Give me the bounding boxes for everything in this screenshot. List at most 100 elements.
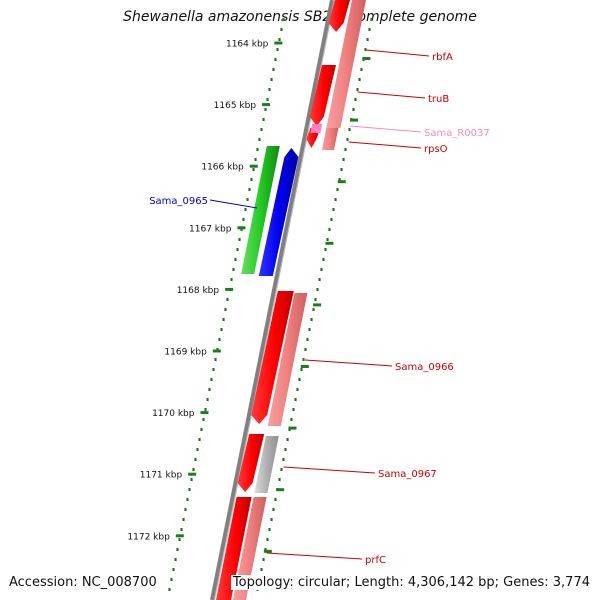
pseudo-sama0967 [254, 436, 279, 493]
right-tick-track-dot [330, 218, 333, 221]
left-tick-track-dot [224, 308, 227, 311]
ruler-major-tick [212, 349, 221, 353]
gene-label: rpsO [424, 144, 448, 155]
right-tick-track-dot [324, 248, 327, 251]
cds-rpsO-light [322, 128, 339, 150]
right-tick-track-dot [298, 378, 301, 381]
ruler-major-tick [274, 41, 283, 45]
right-tick-track-dot [346, 138, 349, 141]
ruler-minor-tick [313, 303, 322, 307]
right-tick-track-dot [270, 518, 273, 521]
right-tick-track-dot [360, 68, 363, 71]
left-tick-track-dot [230, 278, 233, 281]
right-tick-track-dot [344, 148, 347, 151]
right-tick-track-dot [282, 458, 285, 461]
right-tick-track-dot [370, 18, 373, 21]
right-tick-track-dot [302, 358, 305, 361]
gene-leader-line [283, 466, 376, 474]
gene-leader-line [209, 199, 258, 209]
right-tick-track-dot [292, 408, 295, 411]
gene-label: truB [428, 94, 449, 105]
right-tick-track-dot [334, 198, 337, 201]
right-tick-track-dot [280, 468, 283, 471]
left-tick-track-dot [200, 428, 203, 431]
left-tick-track-dot [190, 478, 193, 481]
cds-sama0966-dark [251, 291, 294, 424]
cds-sama0966-light [267, 293, 308, 426]
left-tick-track-dot [254, 158, 257, 161]
left-tick-track-dot [272, 68, 275, 71]
gene-label: prfC [365, 555, 386, 566]
right-tick-track-dot [264, 548, 267, 551]
left-tick-track-dot [204, 408, 207, 411]
left-tick-track-dot [212, 368, 215, 371]
gene-label: Sama_0966 [395, 362, 454, 373]
left-tick-track-dot [188, 488, 191, 491]
right-tick-track-dot [274, 498, 277, 501]
right-tick-track-dot [278, 478, 281, 481]
right-tick-track-dot [262, 558, 265, 561]
ruler-minor-tick [350, 118, 359, 122]
ruler-minor-tick [276, 488, 285, 492]
left-tick-track-dot [278, 38, 281, 41]
right-tick-track-dot [272, 508, 275, 511]
right-tick-track-dot [356, 88, 359, 91]
gene-leader-line [266, 552, 363, 560]
map-title: Shewanella amazonensis SB2B, complete ge… [123, 9, 477, 25]
left-tick-track-dot [222, 318, 225, 321]
left-tick-track-dot [238, 238, 241, 241]
ruler-tick-label: 1172 kbp [127, 532, 170, 542]
right-tick-track-dot [312, 308, 315, 311]
ruler-minor-tick [325, 241, 334, 245]
ruler-minor-tick [337, 180, 346, 184]
left-tick-track-dot [264, 108, 267, 111]
gene-label: rbfA [432, 52, 453, 63]
right-tick-track-dot [358, 78, 361, 81]
genome-backbone [210, 0, 334, 600]
right-tick-track-dot [354, 98, 357, 101]
right-tick-track-dot [290, 418, 293, 421]
ruler-tick-label: 1169 kbp [164, 348, 207, 358]
left-tick-track-dot [196, 448, 199, 451]
rna-sama-r0037 [310, 124, 323, 133]
left-tick-track-dot [184, 508, 187, 511]
ruler-major-tick [249, 164, 258, 168]
left-tick-track-dot [180, 528, 183, 531]
left-tick-track-dot [252, 168, 255, 171]
right-tick-track-dot [368, 28, 371, 31]
feature-green [241, 146, 280, 274]
gene-label: Sama_0967 [378, 469, 437, 480]
left-tick-track-dot [234, 258, 237, 261]
ruler-tick-label: 1164 kbp [226, 40, 269, 50]
cds-truB [309, 65, 336, 126]
left-tick-track-dot [214, 358, 217, 361]
right-tick-track-dot [322, 258, 325, 261]
gene-label: Sama_R0037 [424, 128, 490, 139]
right-tick-track-dot [328, 228, 331, 231]
right-tick-track-dot [332, 208, 335, 211]
right-tick-track-dot [364, 48, 367, 51]
right-tick-track-dot [352, 108, 355, 111]
ruler-major-tick [200, 411, 209, 415]
right-tick-track-dot [338, 178, 341, 181]
ruler-minor-tick [288, 426, 297, 430]
left-tick-track-dot [266, 98, 269, 101]
right-tick-track-dot [294, 398, 297, 401]
right-tick-track-dot [342, 158, 345, 161]
left-tick-track-dot [168, 588, 171, 591]
left-tick-track-dot [202, 418, 205, 421]
ruler-major-tick [175, 534, 184, 538]
right-tick-track-dot [336, 188, 339, 191]
ruler-tick-label: 1165 kbp [214, 101, 257, 111]
left-tick-track-dot [182, 518, 185, 521]
left-tick-track-dot [280, 28, 283, 31]
left-tick-track-dot [192, 468, 195, 471]
summary-text: Topology: circular; Length: 4,306,142 bp… [230, 575, 590, 590]
left-tick-track-dot [226, 298, 229, 301]
right-tick-track-dot [300, 368, 303, 371]
right-tick-track-dot [296, 388, 299, 391]
left-tick-track-dot [218, 338, 221, 341]
left-tick-track-dot [206, 398, 209, 401]
left-tick-track-dot [246, 198, 249, 201]
